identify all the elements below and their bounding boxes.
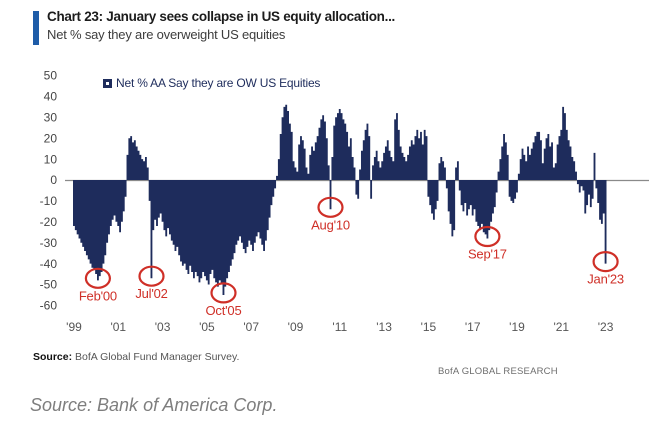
- y-tick-label: 30: [44, 111, 58, 125]
- y-tick-label: -60: [40, 299, 58, 313]
- y-tick-label: 50: [44, 69, 58, 83]
- x-tick-label: '01: [110, 320, 126, 334]
- annotation-circle: [474, 225, 501, 248]
- annotation-label: Oct'05: [206, 303, 242, 318]
- y-tick-label: 20: [44, 131, 58, 145]
- source-text: BofA Global Fund Manager Survey.: [72, 351, 240, 363]
- image-caption: Source: Bank of America Corp.: [30, 395, 278, 415]
- x-tick-label: '07: [243, 320, 259, 334]
- bofa-global-research-brand: BofA GLOBAL RESEARCH: [438, 366, 558, 377]
- y-tick-label: -30: [40, 236, 58, 250]
- annotation-label: Sep'17: [468, 247, 507, 262]
- annotation-circle: [138, 265, 165, 287]
- title-accent-bar: [33, 11, 39, 45]
- y-tick-label: -50: [40, 278, 58, 292]
- legend-label: Net % AA Say they are OW US Equities: [116, 76, 321, 90]
- y-tick-label: -40: [40, 257, 58, 271]
- y-tick-label: 10: [44, 152, 58, 166]
- annotation-label: Aug'10: [311, 217, 350, 232]
- annotation-label: Feb'00: [79, 288, 117, 303]
- annotation-label: Jul'02: [135, 286, 167, 301]
- x-tick-label: '19: [509, 320, 525, 334]
- annotation-circle: [210, 282, 237, 304]
- legend-square-dot: [106, 81, 109, 85]
- x-tick-label: '17: [465, 320, 481, 334]
- annotation-circle: [317, 196, 344, 218]
- y-tick-label: 40: [44, 90, 58, 104]
- chart-subtitle: Net % say they are overweight US equitie…: [47, 27, 286, 42]
- data-bars: [73, 104, 607, 295]
- source-line: Source: BofA Global Fund Manager Survey.: [33, 351, 239, 363]
- annotation-circle: [84, 267, 112, 289]
- y-tick-label: 0: [50, 173, 57, 187]
- x-tick-label: '15: [421, 320, 437, 334]
- x-tick-label: '21: [553, 320, 569, 334]
- y-tick-label: -20: [40, 215, 58, 229]
- bar-chart-canvas: 50 40 30 20 10 0 -10 -20 -30 -40 -50 -60 '99 '01 '03 '0…: [40, 69, 649, 334]
- y-tick-label: -10: [40, 194, 58, 208]
- source-label: Source:: [33, 351, 73, 363]
- x-tick-label: '11: [332, 320, 347, 334]
- legend: Net % AA Say they are OW US Equities: [103, 76, 320, 90]
- legend-square-icon: [103, 78, 112, 88]
- x-tick-label: '03: [155, 320, 171, 334]
- x-tick-label: '05: [199, 320, 215, 334]
- x-tick-label: '23: [598, 320, 614, 334]
- x-tick-label: '09: [288, 320, 304, 334]
- annotation-label: Jan'23: [587, 272, 624, 287]
- x-tick-label: '13: [376, 320, 392, 334]
- annotation-circle: [592, 251, 619, 273]
- chart-title: Chart 23: January sees collapse in US eq…: [47, 9, 395, 24]
- x-tick-label: '99: [66, 320, 82, 334]
